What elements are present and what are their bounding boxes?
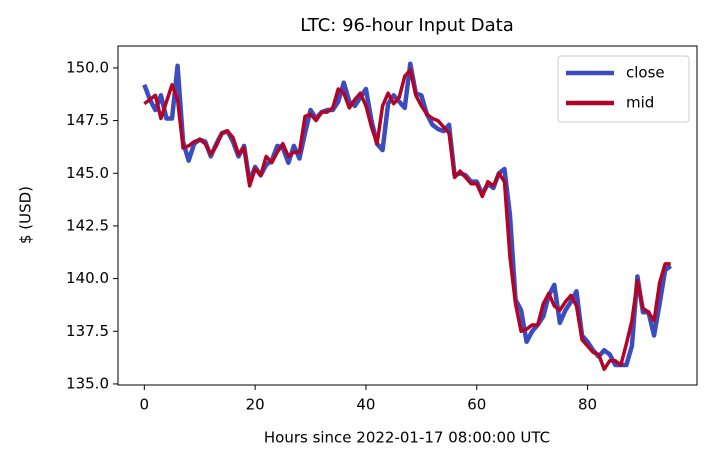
legend-label: close bbox=[626, 64, 665, 82]
y-tick-label: 150.0 bbox=[66, 58, 109, 76]
plot-frame bbox=[117, 45, 698, 386]
chart-title: LTC: 96-hour Input Data bbox=[300, 15, 514, 36]
x-axis-label: Hours since 2022-01-17 08:00:00 UTC bbox=[264, 429, 550, 447]
line-mid bbox=[143, 68, 671, 371]
x-tick-label: 0 bbox=[140, 396, 150, 414]
y-tick-label: 140.0 bbox=[66, 269, 109, 287]
x-tick-label: 60 bbox=[467, 396, 486, 414]
legend: close mid bbox=[557, 55, 690, 123]
y-tick-label: 142.5 bbox=[66, 216, 109, 234]
x-tick-label: 80 bbox=[578, 396, 597, 414]
y-tick-label: 147.5 bbox=[66, 111, 109, 129]
x-tick-label: 20 bbox=[246, 396, 265, 414]
x-tick-label: 40 bbox=[356, 396, 375, 414]
y-axis-label: $ (USD) bbox=[17, 186, 35, 244]
legend-label: mid bbox=[626, 94, 654, 112]
y-tick-label: 137.5 bbox=[66, 322, 109, 340]
legend-frame bbox=[557, 55, 690, 123]
y-tick-label: 145.0 bbox=[66, 164, 109, 182]
y-tick-label: 135.0 bbox=[66, 374, 109, 392]
